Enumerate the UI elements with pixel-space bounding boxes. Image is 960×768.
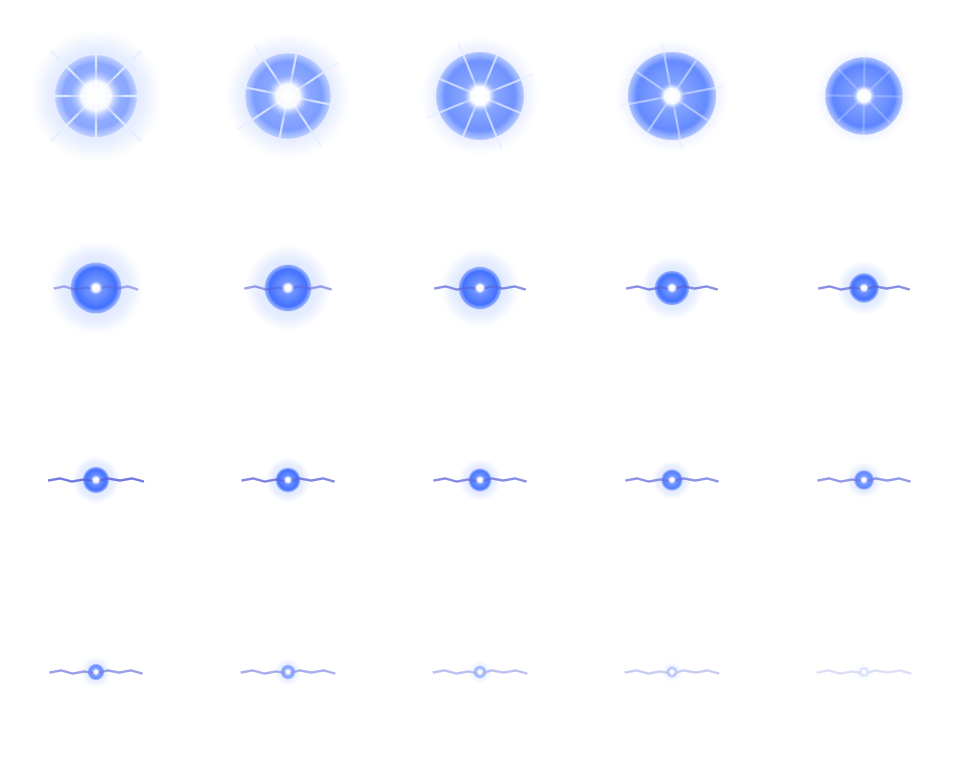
frame-graphic — [30, 30, 162, 162]
frame-graphic — [625, 256, 719, 320]
energy-orb — [817, 260, 911, 316]
energy-orb — [624, 661, 720, 683]
bright-core — [66, 66, 126, 126]
bright-core — [473, 281, 487, 295]
energy-orb — [48, 240, 144, 336]
frame-graphic — [240, 658, 336, 686]
sprite-frame-9 — [576, 192, 768, 384]
frame-graphic — [624, 661, 720, 683]
sprite-frame-19 — [576, 576, 768, 768]
frame-graphic — [817, 260, 911, 316]
frame-graphic — [625, 460, 719, 500]
frame-graphic — [47, 455, 145, 505]
sprite-frame-10 — [768, 192, 960, 384]
bright-core — [668, 668, 676, 676]
bright-core — [851, 83, 877, 109]
energy-orb — [433, 248, 527, 328]
frame-graphic — [433, 248, 527, 328]
sprite-frame-13 — [384, 384, 576, 576]
sprite-frame-14 — [576, 384, 768, 576]
energy-orb — [49, 656, 143, 688]
bright-core — [282, 474, 294, 486]
sprite-frame-15 — [768, 384, 960, 576]
energy-orb — [433, 458, 527, 502]
energy-orb — [47, 455, 145, 505]
bright-core — [476, 668, 484, 676]
frame-graphic — [433, 458, 527, 502]
energy-orb — [817, 461, 911, 499]
sprite-frame-18 — [384, 576, 576, 768]
bright-core — [91, 667, 101, 677]
frame-graphic — [48, 240, 144, 336]
bright-core — [858, 282, 870, 294]
frame-graphic — [817, 461, 911, 499]
frame-graphic — [816, 662, 912, 682]
bright-core — [665, 281, 679, 295]
sprite-frame-1 — [0, 0, 192, 192]
frame-graphic — [49, 656, 143, 688]
frame-graphic — [244, 244, 333, 332]
sprite-frame-8 — [384, 192, 576, 384]
sprite-frame-7 — [192, 192, 384, 384]
frame-graphic — [241, 457, 335, 503]
sprite-frame-11 — [0, 384, 192, 576]
bright-core — [284, 668, 292, 676]
frame-graphic — [432, 659, 528, 685]
bright-core — [263, 71, 313, 121]
bright-core — [860, 668, 868, 676]
sprite-frame-4 — [576, 0, 768, 192]
energy-orb — [420, 36, 540, 156]
sprite-frame-6 — [0, 192, 192, 384]
sprite-frame-2 — [192, 0, 384, 192]
sprite-frame-17 — [192, 576, 384, 768]
frame-graphic — [816, 48, 912, 144]
bright-core — [460, 76, 500, 116]
sprite-frame-12 — [192, 384, 384, 576]
energy-orb — [816, 48, 912, 144]
frame-graphic — [420, 36, 540, 156]
sprite-frame-3 — [384, 0, 576, 192]
energy-orb — [240, 658, 336, 686]
bright-core — [88, 280, 104, 296]
bright-core — [474, 474, 486, 486]
energy-orb — [432, 659, 528, 685]
energy-orb — [625, 460, 719, 500]
sprite-frame-5 — [768, 0, 960, 192]
energy-orb — [225, 33, 351, 159]
frame-graphic — [225, 33, 351, 159]
sprite-frame-20 — [768, 576, 960, 768]
bright-core — [656, 80, 688, 112]
energy-orb — [30, 30, 162, 162]
energy-orb — [615, 39, 729, 153]
bright-core — [859, 475, 869, 485]
energy-orb — [625, 256, 719, 320]
frame-graphic — [615, 39, 729, 153]
energy-orb — [244, 244, 333, 332]
bright-core — [280, 280, 296, 296]
bright-core — [667, 475, 677, 485]
energy-orb — [816, 662, 912, 682]
sprite-frame-16 — [0, 576, 192, 768]
bright-core — [90, 474, 102, 486]
energy-orb — [241, 457, 335, 503]
